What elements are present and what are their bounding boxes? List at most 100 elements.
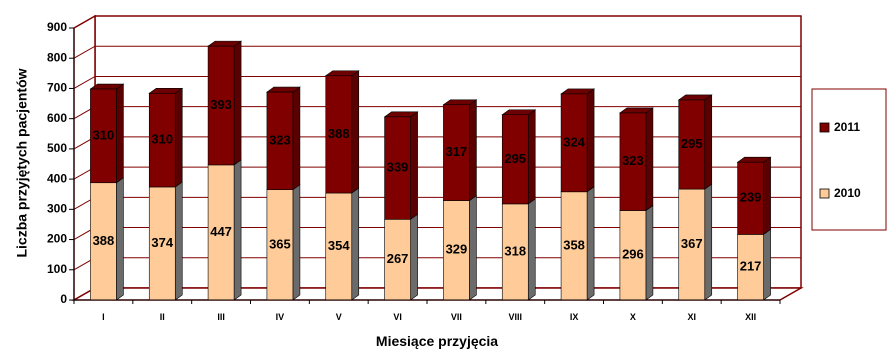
bar-2010-VII (443, 200, 470, 301)
x-tick-label: VII (451, 312, 462, 322)
y-axis-title: Liczba przyjętych pacjentów (14, 68, 30, 257)
data-label-2011-VII: 317 (446, 144, 468, 159)
legend-label-2010: 2010 (834, 186, 861, 200)
bar-2011-IX (560, 93, 588, 193)
bar-side-2011-III (233, 40, 242, 166)
bar-side-2011-V (351, 70, 360, 194)
bar-side-2010-V (351, 187, 360, 301)
data-label-2010-IV: 365 (269, 236, 291, 251)
x-axis-title: Miesiące przyjęcia (376, 333, 498, 349)
x-tick-label: VI (393, 312, 402, 322)
bar-side-2010-III (233, 159, 242, 301)
bar-2010-IX (560, 191, 588, 301)
bar-2010-I (90, 182, 117, 301)
y-tick-label: 400 (47, 171, 67, 185)
legend-label-2011: 2011 (834, 120, 860, 134)
bar-2010-V (325, 192, 353, 301)
x-tick-label: VIII (508, 312, 522, 322)
bar-side-2010-XII (763, 228, 771, 301)
data-label-2011-VIII: 295 (504, 151, 526, 166)
y-tick-label: 200 (47, 232, 67, 246)
bar-side-2010-II (174, 181, 183, 301)
y-tick-label: 700 (47, 81, 67, 95)
legend-box (811, 88, 887, 231)
bar-side-2011-XI (704, 94, 713, 190)
data-label-2010-III: 447 (210, 224, 232, 239)
bar-side-2010-I (116, 177, 124, 301)
bar-side-2011-VI (410, 111, 418, 220)
gridline (73, 45, 801, 59)
data-label-2011-XII: 239 (740, 190, 762, 205)
data-label-2011-IX: 324 (563, 134, 585, 149)
bar-2011-VI (384, 116, 411, 220)
y-tick-label: 600 (47, 111, 67, 125)
data-label-2011-VI: 339 (387, 160, 409, 175)
data-label-2010-I: 388 (93, 233, 115, 248)
data-label-2010-V: 354 (328, 238, 350, 253)
x-tick-label: X (630, 312, 636, 322)
data-label-2010-XII: 217 (740, 259, 762, 274)
bar-side-2011-IV (292, 86, 301, 191)
bar-side-2011-II (174, 87, 183, 188)
y-axis-ticks: 0 100 200 300 400 500 600 700 800 900 (47, 20, 75, 306)
bars: 388 310 374 310 447 393 365 323 354 388 267 339 329 3… (89, 40, 772, 301)
data-label-2010-X: 296 (622, 247, 644, 262)
data-label-2011-V: 388 (328, 126, 350, 141)
bar-side-2010-XI (704, 183, 713, 301)
y-tick-label: 800 (47, 50, 67, 64)
x-tick-label: I (102, 312, 105, 322)
data-label-2010-VI: 267 (387, 251, 409, 266)
bar-side-2010-VII (469, 194, 477, 301)
x-tick-label: IV (276, 312, 285, 322)
x-tick-label: V (336, 312, 342, 322)
data-label-2010-II: 374 (151, 235, 173, 250)
bar-2011-XII (737, 161, 764, 235)
bar-2010-II (148, 186, 176, 301)
bar-2010-VIII (501, 203, 529, 301)
legend: 2011 2010 (811, 88, 887, 231)
bar-2011-VII (443, 104, 470, 201)
bar-side-2011-XII (763, 156, 771, 236)
legend-swatch-2011 (819, 122, 830, 133)
bar-side-2011-X (645, 107, 654, 212)
bar-side-2010-VI (410, 213, 418, 301)
x-tick-label: II (160, 312, 165, 322)
bar-side-2011-VII (469, 99, 477, 202)
y-tick-label: 900 (47, 20, 67, 34)
bar-side-2010-X (645, 204, 654, 301)
data-label-2010-VIII: 318 (504, 243, 526, 258)
bar-2010-XII (737, 234, 764, 301)
bar-side-2011-I (116, 83, 124, 184)
bar-2011-I (90, 88, 117, 184)
y-tick-label: 100 (47, 262, 67, 276)
bar-side-2011-VIII (527, 109, 536, 205)
y-tick-label: 0 (60, 292, 67, 306)
x-tick-label: III (217, 312, 225, 322)
bar-side-2010-VIII (527, 198, 536, 301)
bar-side-2010-IX (586, 186, 595, 301)
bar-2011-IV (266, 91, 294, 190)
x-tick-label: IX (570, 312, 579, 322)
x-axis-ticks: I II III IV V VI VII VIII IX X XI XII (73, 299, 781, 322)
bar-2011-III (207, 45, 235, 166)
data-label-2010-VII: 329 (446, 242, 468, 257)
bar-2011-VIII (501, 114, 529, 205)
data-label-2011-X: 323 (622, 153, 644, 168)
bar-2011-V (325, 75, 353, 194)
data-label-2011-II: 310 (151, 132, 173, 147)
bar-side-2010-IV (292, 184, 301, 301)
bar-side-2011-IX (586, 88, 595, 193)
bar-2010-XI (678, 188, 706, 301)
bar-2011-II (148, 92, 176, 188)
legend-swatch-2010 (819, 188, 830, 199)
x-tick-label: XI (687, 312, 696, 322)
y-tick-label: 500 (47, 141, 67, 155)
bar-2011-X (619, 112, 647, 211)
bar-2011-XI (678, 99, 706, 190)
data-label-2010-XI: 367 (681, 236, 703, 251)
gridline (73, 75, 801, 89)
data-label-2011-IV: 323 (269, 132, 291, 147)
gridline (73, 15, 801, 29)
data-label-2011-III: 393 (210, 97, 232, 112)
